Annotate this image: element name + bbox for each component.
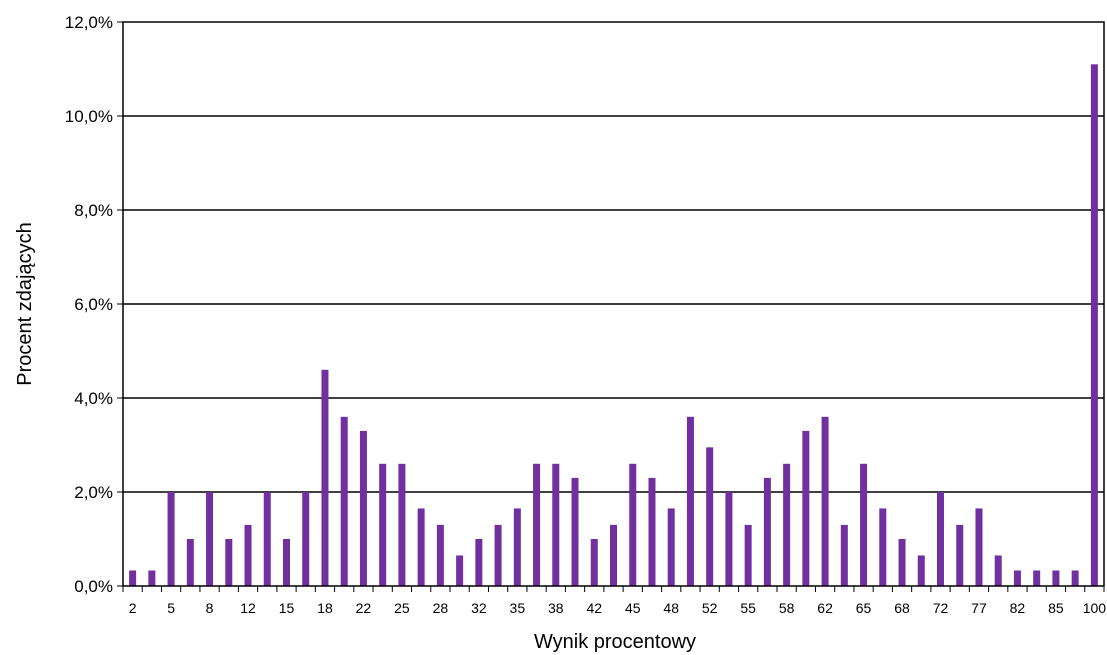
bar bbox=[456, 555, 464, 586]
bar bbox=[436, 524, 444, 586]
bar bbox=[552, 463, 560, 586]
bar bbox=[129, 570, 137, 586]
x-tick-label: 68 bbox=[894, 600, 910, 616]
x-tick-label: 62 bbox=[817, 600, 833, 616]
bar bbox=[513, 508, 521, 586]
x-tick-label: 38 bbox=[548, 600, 564, 616]
bar bbox=[340, 416, 348, 586]
bar bbox=[1090, 64, 1098, 587]
bar bbox=[1071, 570, 1079, 586]
x-tick-label: 18 bbox=[317, 600, 333, 616]
y-tick-label: 0,0% bbox=[74, 577, 113, 596]
bar bbox=[840, 524, 848, 586]
x-tick-label: 2 bbox=[129, 600, 137, 616]
bar bbox=[571, 477, 579, 586]
bar bbox=[417, 508, 425, 586]
bar bbox=[244, 524, 252, 586]
bar bbox=[879, 508, 887, 586]
x-tick-label: 55 bbox=[740, 600, 756, 616]
bar bbox=[917, 555, 925, 586]
bar bbox=[206, 492, 214, 586]
bar bbox=[686, 416, 694, 586]
x-tick-label: 82 bbox=[1010, 600, 1026, 616]
y-tick-label: 6,0% bbox=[74, 295, 113, 314]
x-tick-label: 28 bbox=[433, 600, 449, 616]
bar bbox=[802, 430, 810, 586]
bar bbox=[186, 539, 194, 586]
x-tick-label: 52 bbox=[702, 600, 718, 616]
bar bbox=[1052, 570, 1060, 586]
x-tick-label: 100 bbox=[1083, 600, 1107, 616]
x-tick-label: 12 bbox=[240, 600, 256, 616]
x-tick-label: 77 bbox=[971, 600, 987, 616]
x-tick-label: 8 bbox=[206, 600, 214, 616]
y-tick-label: 2,0% bbox=[74, 483, 113, 502]
y-axis-ticks: 0,0% 2,0% 4,0% 6,0% 8,0% 10,0% 12,0% bbox=[65, 13, 123, 596]
y-tick-label: 10,0% bbox=[65, 107, 113, 126]
bar bbox=[744, 524, 752, 586]
y-tick-label: 8,0% bbox=[74, 201, 113, 220]
bar bbox=[398, 463, 406, 586]
bar bbox=[763, 477, 771, 586]
x-axis-title: Wynik procentowy bbox=[534, 631, 696, 653]
gridlines bbox=[123, 115, 1104, 493]
bar bbox=[725, 492, 733, 586]
bar bbox=[1033, 570, 1041, 586]
bars bbox=[129, 64, 1098, 587]
x-tick-label: 25 bbox=[394, 600, 410, 616]
bar bbox=[321, 369, 329, 586]
x-tick-label: 32 bbox=[471, 600, 487, 616]
bar bbox=[667, 508, 675, 586]
bar bbox=[263, 492, 271, 586]
x-tick-label: 5 bbox=[167, 600, 175, 616]
bar bbox=[302, 492, 310, 586]
bar bbox=[994, 555, 1002, 586]
y-axis-title: Procent zdających bbox=[14, 222, 36, 385]
x-tick-label: 45 bbox=[625, 600, 641, 616]
bar bbox=[821, 416, 829, 586]
bar bbox=[956, 524, 964, 586]
bar bbox=[475, 539, 483, 586]
bar bbox=[898, 539, 906, 586]
bar bbox=[148, 570, 156, 586]
bar bbox=[359, 430, 367, 586]
bar bbox=[225, 539, 233, 586]
bar bbox=[167, 492, 175, 586]
x-tick-label: 22 bbox=[356, 600, 372, 616]
x-tick-label: 85 bbox=[1048, 600, 1064, 616]
x-tick-label: 72 bbox=[933, 600, 949, 616]
bar bbox=[975, 508, 983, 586]
bar bbox=[610, 524, 617, 586]
bar bbox=[937, 492, 944, 586]
bar bbox=[283, 539, 290, 586]
bar bbox=[590, 539, 598, 586]
bar bbox=[533, 463, 541, 586]
bar bbox=[783, 463, 791, 586]
x-tick-label: 48 bbox=[663, 600, 679, 616]
y-tick-label: 12,0% bbox=[65, 13, 113, 32]
x-tick-label: 35 bbox=[510, 600, 526, 616]
x-tick-label: 65 bbox=[856, 600, 872, 616]
bar bbox=[494, 524, 502, 586]
bar bbox=[629, 463, 637, 586]
bar bbox=[648, 477, 656, 586]
bar bbox=[1013, 570, 1021, 586]
x-tick-label: 42 bbox=[586, 600, 602, 616]
y-tick-label: 4,0% bbox=[74, 389, 113, 408]
x-tick-label: 15 bbox=[279, 600, 295, 616]
bar bbox=[379, 463, 387, 586]
bar bbox=[860, 463, 868, 586]
x-axis-ticks: 2 5 8 12 15 18 22 25 28 32 35 38 42 45 48 52 55 58 62 65 68 7… bbox=[122, 586, 1107, 616]
bar bbox=[706, 447, 714, 586]
x-tick-label: 58 bbox=[779, 600, 795, 616]
